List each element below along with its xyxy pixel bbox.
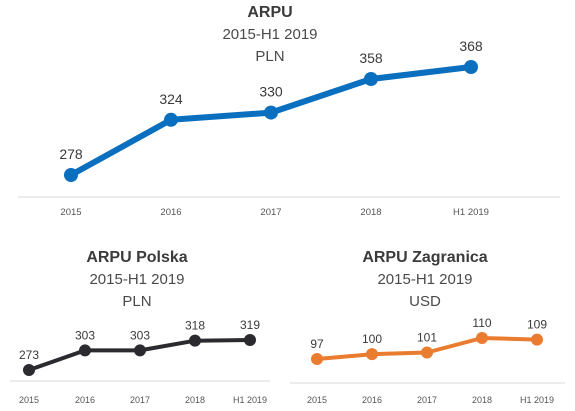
data-point [476, 332, 488, 344]
chart-title: ARPU Zagranica [362, 249, 488, 266]
x-tick-label: 2016 [75, 395, 95, 405]
data-label: 330 [259, 84, 283, 100]
data-point [464, 60, 478, 74]
x-tick-label: 2015 [307, 395, 327, 405]
chart-unit: USD [409, 293, 441, 310]
chart-subtitle: 2015-H1 2019 [89, 271, 185, 288]
data-label: 368 [459, 38, 483, 54]
chart-title: ARPU Polska [86, 249, 188, 266]
data-label: 101 [417, 331, 437, 345]
data-point [79, 344, 91, 357]
data-label: 319 [240, 318, 260, 332]
data-label: 358 [359, 50, 383, 66]
x-tick-label: 2016 [160, 207, 181, 218]
data-point [64, 168, 78, 182]
data-label: 324 [159, 91, 183, 107]
x-tick-label: H1 2019 [233, 395, 267, 405]
x-tick-label: H1 2019 [520, 395, 554, 405]
data-label: 303 [130, 328, 150, 342]
x-tick-label: 2017 [417, 395, 437, 405]
data-point [164, 112, 178, 127]
data-point [134, 344, 146, 357]
x-tick-label: 2016 [362, 395, 382, 405]
chart-1-title-block: ARPU Polska 2015-H1 2019 PLN [37, 247, 237, 313]
data-label: 318 [185, 319, 205, 333]
data-point [364, 72, 378, 86]
x-tick-label: H1 2019 [453, 207, 489, 218]
chart-title: ARPU [247, 4, 293, 21]
data-label: 100 [362, 332, 382, 346]
chart-subtitle: 2015-H1 2019 [222, 26, 318, 43]
x-tick-label: 2017 [130, 395, 150, 405]
x-tick-label: 2015 [19, 395, 39, 405]
chart-unit: PLN [255, 48, 285, 65]
data-point [531, 333, 543, 346]
x-tick-label: 2018 [185, 395, 205, 405]
chart-2-title-block: ARPU Zagranica 2015-H1 2019 USD [325, 247, 525, 313]
data-label: 109 [527, 318, 547, 332]
data-point [421, 346, 433, 359]
x-tick-label: 2015 [60, 207, 81, 218]
data-point [23, 364, 35, 376]
x-tick-label: 2018 [472, 395, 492, 405]
data-label: 97 [310, 337, 324, 351]
data-point [366, 348, 378, 361]
data-point [311, 353, 323, 365]
data-point [189, 334, 201, 347]
chart-unit: PLN [122, 293, 152, 310]
data-label: 273 [19, 348, 39, 362]
x-tick-label: 2018 [360, 207, 381, 218]
chart-0-title-block: ARPU 2015-H1 2019 PLN [170, 2, 370, 68]
data-point [244, 334, 256, 346]
x-tick-label: 2017 [260, 207, 281, 218]
data-label: 303 [75, 328, 95, 342]
data-point [264, 105, 278, 120]
data-label: 110 [472, 316, 491, 330]
data-label: 278 [59, 146, 83, 162]
chart-subtitle: 2015-H1 2019 [377, 271, 473, 288]
